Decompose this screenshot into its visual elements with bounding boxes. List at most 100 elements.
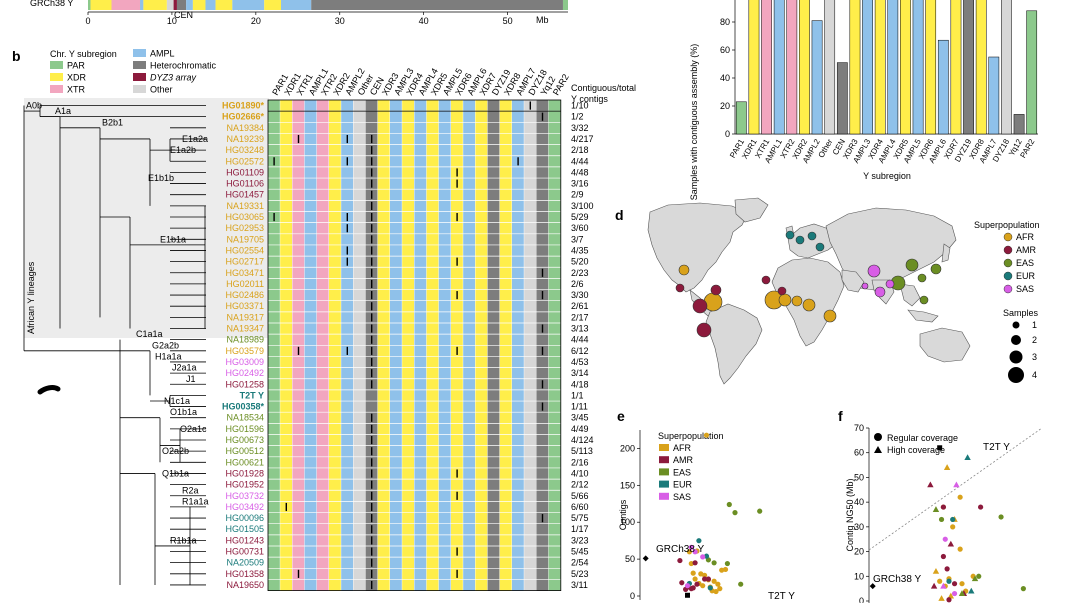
panel-d-label: d	[615, 207, 624, 223]
panel-f-point-eur	[968, 587, 975, 594]
legend-label: EUR	[673, 480, 693, 490]
clade-label: A1a	[55, 106, 71, 116]
panel-e-axes: 0 50 100 150 200	[620, 430, 641, 601]
panel-f-point-afr	[950, 524, 956, 530]
panel-e-point-afr	[703, 432, 710, 438]
panel-e-point-sas	[688, 544, 694, 550]
panel-f-point-afr	[938, 595, 945, 601]
panel-a-tick-label: 40	[419, 16, 429, 26]
panel-a-block	[205, 0, 216, 10]
panel-e-point-eur	[707, 585, 713, 591]
panel-d-legend-title: Superpopulation	[974, 220, 1040, 230]
panel-c-ytick-label: 20	[720, 101, 730, 111]
map-marker-eas	[905, 258, 919, 272]
panel-e-scatter: e Contigs 0 50 100 150 200 Superpopulation A…	[617, 408, 795, 602]
contig-ratio: 3/100	[571, 201, 594, 211]
bar-dyz19	[963, 0, 974, 135]
legend-label: AMR	[1016, 245, 1037, 255]
map-marker-eas	[930, 263, 942, 275]
southeast-asia-shape	[899, 283, 921, 307]
panel-e-point-eas	[726, 501, 732, 508]
contig-ratio: 6/60	[571, 502, 589, 512]
sample-name: HG03579	[225, 346, 264, 356]
clade-label: E1b1a	[160, 234, 186, 244]
panel-e-point-amr	[692, 560, 698, 566]
panel-f-point-sas	[953, 481, 960, 488]
panel-e-point-amr	[677, 557, 683, 564]
contig-ratio: 2/17	[571, 312, 589, 322]
legend-dot-afr	[1003, 232, 1013, 242]
panel-f-point-eas	[932, 506, 940, 512]
sample-name: HG02953	[225, 223, 264, 233]
contig-ratio: 3/16	[571, 179, 589, 189]
sample-name: HG03492	[225, 502, 264, 512]
clade-label: E1a2b	[170, 145, 196, 155]
sample-name: HG01952	[225, 480, 264, 490]
contig-ratio: 3/23	[571, 535, 589, 545]
sample-name: NA19384	[226, 123, 264, 133]
panel-f-point-eur	[950, 516, 956, 523]
panel-e-legend-title: Superpopulation	[658, 431, 724, 441]
contig-ratio: 2/61	[571, 301, 589, 311]
map-marker-sas	[867, 264, 881, 278]
clade-label: Q1b1a	[162, 469, 189, 479]
contig-ratio: 4/217	[571, 134, 594, 144]
panel-e-point-sas	[692, 549, 698, 555]
sample-name: NA19331	[226, 201, 264, 211]
map-marker-afr	[823, 309, 837, 323]
legend-label: AMR	[673, 455, 694, 465]
panel-a-block	[111, 0, 141, 10]
panel-e-point-amr	[679, 580, 685, 586]
scan-mark	[37, 385, 61, 395]
panel-f-ytick-label: 20	[854, 547, 864, 557]
panel-f-points: GRCh38 Y T2T Y	[869, 442, 1026, 603]
contig-ratio: 3/30	[571, 290, 589, 300]
map-marker-amr	[710, 284, 722, 296]
contig-ratio: 3/11	[571, 580, 588, 590]
panel-e-point-eas	[757, 508, 763, 514]
legend-swatch-afr	[659, 444, 669, 451]
legend-label: EUR	[1016, 271, 1036, 281]
contiguity-grid	[267, 99, 562, 592]
bar-xdr3	[849, 0, 861, 135]
map-marker-amr	[696, 322, 712, 338]
bar-other	[824, 0, 836, 135]
panel-a-block	[173, 0, 177, 10]
panel-f-ytick-label: 50	[854, 472, 864, 482]
panel-e-point-amr	[705, 576, 712, 582]
contig-ratio: 2/12	[571, 480, 589, 490]
clade-label: E1a2a	[182, 134, 208, 144]
legend-swatch-ampl	[133, 49, 146, 57]
australia-shape	[919, 327, 971, 363]
panel-a-block	[264, 0, 282, 10]
clade-label: N1c1a	[164, 396, 190, 406]
panel-f-point-amr	[978, 504, 984, 510]
column-headers: PAR1XDR1XTR1AMPL1XTR2XDR2AMPL2OtherCENXD…	[270, 66, 571, 97]
bar-xdr6	[925, 0, 937, 135]
panel-a-tick-label: 10	[167, 16, 177, 26]
panel-a-unit: Mb	[536, 15, 549, 25]
panel-e-point-sas	[684, 583, 691, 589]
panel-f-point-eas	[938, 516, 945, 523]
panel-f-point-amr	[946, 597, 952, 603]
contig-ratio: 4/48	[571, 167, 589, 177]
size-legend-label: 3	[1032, 352, 1037, 362]
contig-ratio: 2/6	[571, 279, 584, 289]
panel-e-ytick-label: 50	[625, 554, 635, 564]
legend-swatch-amr	[659, 456, 669, 464]
contig-ratio: 4/44	[571, 156, 589, 166]
sample-name: HG02554	[225, 245, 264, 255]
contig-ratio: 2/54	[571, 558, 589, 568]
sample-name: HG02492	[225, 368, 264, 378]
panel-f-point-eas	[958, 590, 966, 596]
panel-a-block	[88, 0, 91, 10]
sample-name: HG01505	[225, 524, 264, 534]
legend-regular-coverage-marker	[874, 433, 882, 441]
sample-name: HG03732	[225, 491, 264, 501]
bar-cen	[836, 62, 848, 135]
sample-name: NA19705	[226, 234, 264, 244]
map-marker-eur	[795, 235, 805, 245]
panel-f-point-sas	[940, 582, 947, 589]
panel-f-diagonal	[868, 427, 1043, 551]
legend-dot-amr	[1003, 245, 1013, 255]
